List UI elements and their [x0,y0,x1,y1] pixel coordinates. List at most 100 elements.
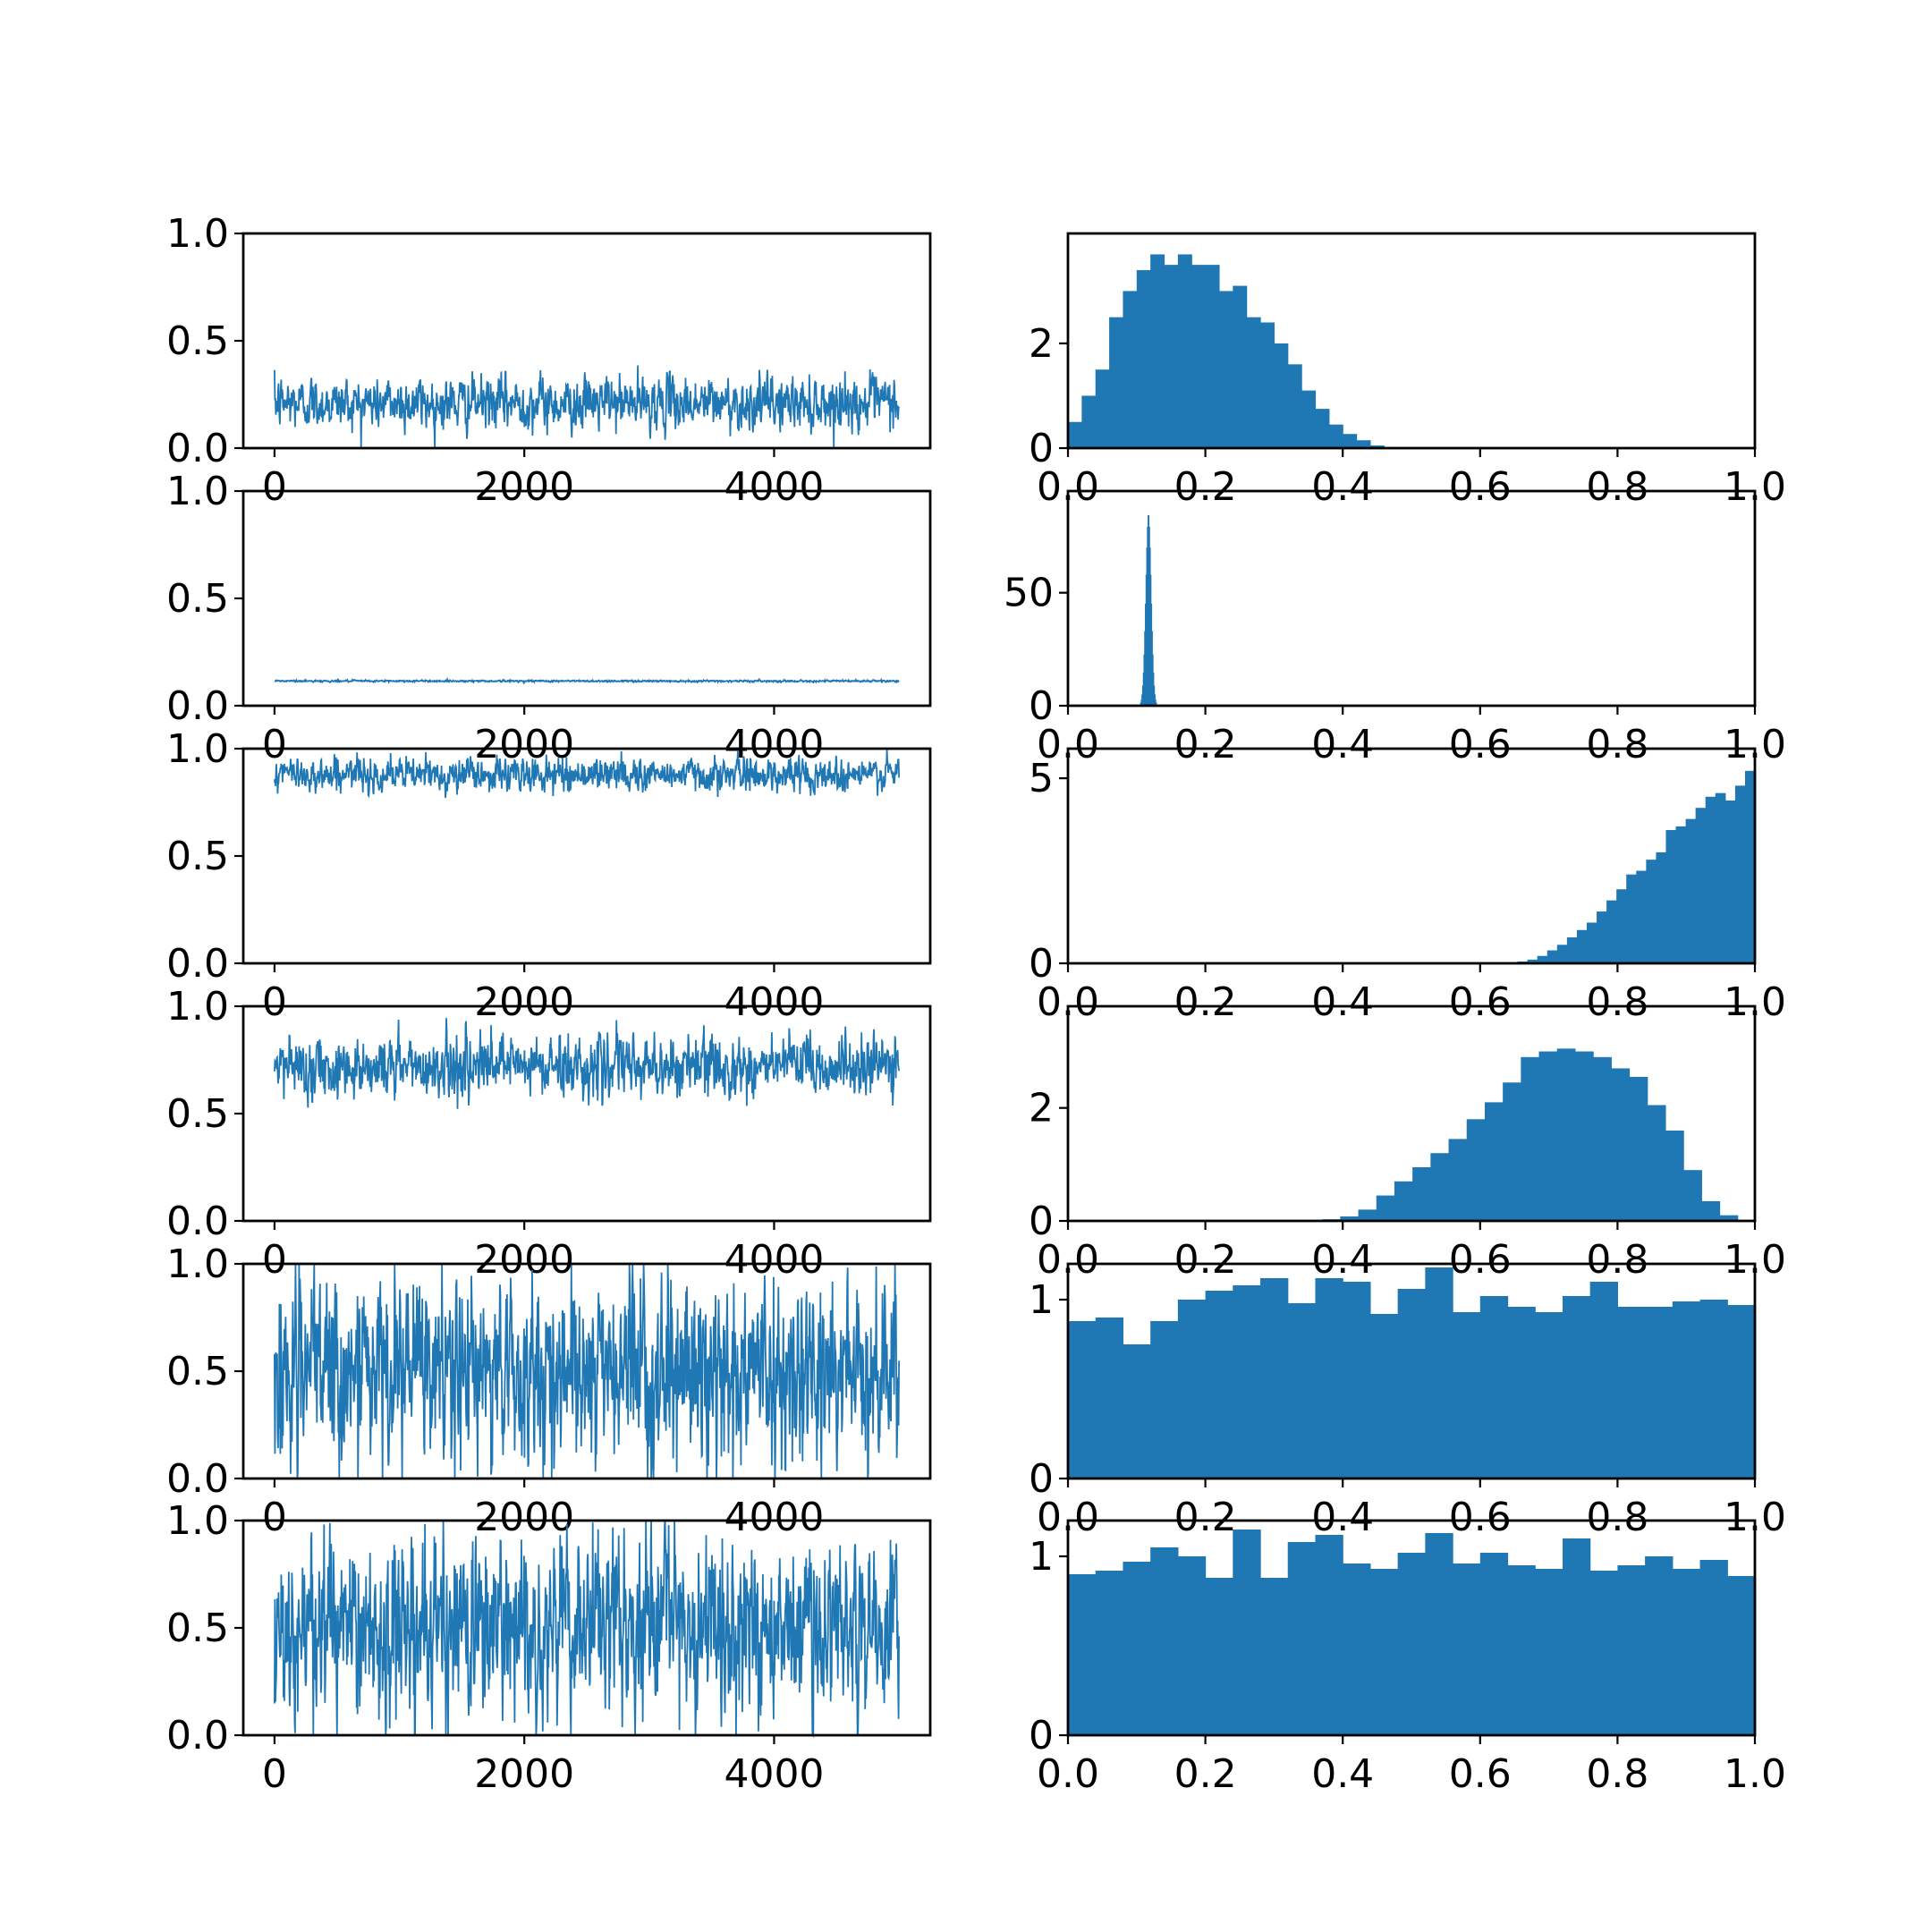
hist-1-bar-14 [1260,322,1275,448]
hist-5-bar-19 [1589,1282,1618,1479]
trace-6-ytick-label-2: 1.0 [166,1498,229,1544]
hist-5-bar-22 [1672,1301,1701,1479]
hist-1-bar-3 [1109,317,1124,448]
hist-5-bar-21 [1645,1307,1674,1479]
hist-5-bar-16 [1507,1307,1536,1479]
hist-5-xtick-label-3: 0.6 [1449,1495,1512,1540]
hist-5-bar-24 [1727,1305,1756,1479]
hist-1-panel: 020.0 0.2 0.4 0.6 0.8 1.0 [1029,232,1786,510]
trace-3-xtick-label-0: 0 [262,979,287,1025]
hist-2-bar-18 [1152,654,1154,706]
trace-5-panel: 0.0 0.5 1.0 0 2000 4000 [166,1241,932,1540]
trace-1-xtick-label-1: 2000 [474,464,574,510]
hist-5-bar-7 [1260,1278,1289,1479]
trace-6-series-line [274,1520,900,1739]
hist-2-bar-23 [1156,702,1157,706]
trace-5-ytick-label-2: 1.0 [166,1241,229,1287]
hist-5-bar-13 [1425,1267,1453,1479]
hist-4-bar-22 [1719,1215,1739,1221]
hist-1-bar-9 [1191,265,1207,448]
trace-2-xtick-label-1: 2000 [474,722,574,767]
hist-5-bar-2 [1123,1344,1151,1479]
trace-2-xtick-label-2: 4000 [724,722,824,767]
hist-4-bar-2 [1358,1209,1377,1221]
hist-5-bar-4 [1177,1300,1207,1479]
hist-6-bar-6 [1233,1530,1261,1735]
trace-6-ytick-label-0: 0.0 [166,1713,229,1758]
hist-4-bar-16 [1611,1068,1631,1221]
hist-3-bar-13 [1636,870,1647,963]
trace-2-ytick-label-0: 0.0 [166,683,229,729]
hist-5-bar-10 [1343,1282,1371,1479]
trace-6-ytick-label-1: 0.5 [166,1606,229,1651]
hist-2-xtick-label-2: 0.4 [1311,722,1374,767]
hist-1-bar-1 [1081,395,1097,448]
hist-2-xtick-label-4: 0.8 [1586,722,1648,767]
trace-1-xtick-label-2: 4000 [724,464,824,510]
trace-1-series-line [274,365,900,449]
hist-5-bar-9 [1315,1278,1343,1479]
hist-6-bar-17 [1535,1569,1563,1735]
trace-4-xtick-label-0: 0 [262,1237,287,1283]
hist-2-bar-10 [1147,526,1148,706]
trace-2-series-line [274,676,900,685]
hist-6-bar-22 [1672,1569,1701,1735]
hist-4-ytick-label-0: 0 [1029,1199,1054,1244]
hist-4-xtick-label-4: 0.8 [1586,1237,1648,1283]
hist-1-bar-8 [1177,254,1192,448]
hist-1-bar-4 [1123,291,1138,448]
hist-3-bar-22 [1724,800,1736,963]
trace-2-ytick-label-2: 1.0 [166,469,229,514]
hist-6-axes-frame [1066,1519,1757,1737]
hist-3-xtick-label-1: 0.2 [1174,979,1237,1025]
hist-2-bar-14 [1149,547,1151,706]
hist-1-bar-11 [1218,291,1233,448]
hist-2-bar-1 [1140,699,1142,706]
hist-3-ytick-label-1: 5 [1029,756,1054,801]
hist-3-bar-11 [1616,889,1627,963]
hist-6-bar-18 [1562,1538,1591,1735]
trace-1-ytick-label-1: 0.5 [166,318,229,364]
hist-2-xtick-label-3: 0.6 [1449,722,1512,767]
hist-1-bar-22 [1369,445,1385,448]
hist-1-bar-17 [1301,390,1317,448]
hist-1-xtick-label-1: 0.2 [1174,464,1237,510]
trace-4-axes-frame [242,1004,932,1223]
hist-6-bar-1 [1095,1571,1124,1735]
hist-1-bar-10 [1205,265,1220,448]
hist-6-bar-13 [1425,1533,1453,1735]
hist-4-bar-18 [1647,1105,1666,1221]
hist-1-bar-16 [1287,364,1302,448]
hist-2-bar-4 [1142,672,1144,706]
hist-1-bar-13 [1246,317,1261,448]
hist-3-axes-frame [1066,747,1757,965]
hist-5-bar-14 [1453,1312,1481,1479]
hist-3-bar-9 [1597,911,1607,963]
hist-5-panel: 010.0 0.2 0.4 0.6 0.8 1.0 [1029,1262,1786,1540]
hist-3-xtick-label-3: 0.6 [1449,979,1512,1025]
hist-3-bar-10 [1606,900,1617,963]
trace-1-xtick-label-0: 0 [262,464,287,510]
hist-4-bar-17 [1629,1076,1648,1221]
hist-3-bar-23 [1734,785,1746,963]
hist-3-xtick-label-2: 0.4 [1311,979,1374,1025]
hist-6-xtick-label-2: 0.4 [1311,1751,1374,1797]
hist-3-bar-24 [1744,770,1756,963]
hist-1-bar-18 [1315,409,1330,448]
hist-1-bar-0 [1068,421,1082,448]
hist-4-ytick-label-1: 2 [1029,1086,1054,1131]
hist-6-xtick-label-3: 0.6 [1449,1751,1512,1797]
hist-2-bar-3 [1141,685,1144,706]
hist-6-bar-16 [1507,1565,1536,1735]
hist-4-bar-14 [1574,1051,1594,1221]
hist-3-bar-17 [1675,826,1687,963]
hist-6-xtick-label-0: 0.0 [1037,1751,1099,1797]
hist-2-bar-9 [1146,547,1148,706]
trace-6-xtick-label-1: 2000 [474,1751,574,1797]
hist-3-bar-14 [1646,860,1657,963]
hist-1-bar-6 [1150,254,1165,448]
hist-5-ytick-label-1: 1 [1029,1277,1054,1323]
hist-4-bar-6 [1430,1153,1450,1221]
hist-6-bar-14 [1453,1563,1481,1735]
hist-5-bar-1 [1095,1318,1124,1479]
